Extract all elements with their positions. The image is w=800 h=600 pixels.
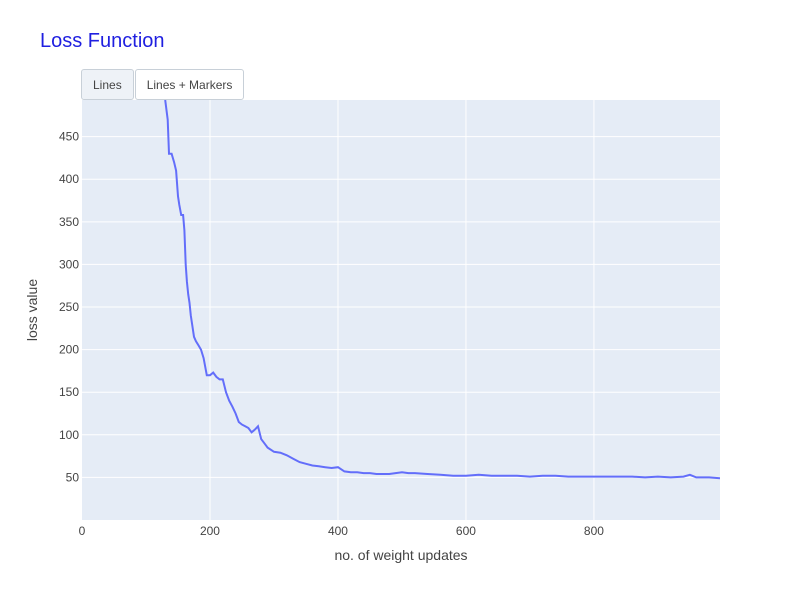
x-tick-label: 400 (328, 524, 348, 538)
x-tick-label: 800 (584, 524, 604, 538)
y-tick-label: 100 (59, 428, 79, 442)
x-axis: 0 200 400 600 800 (79, 524, 605, 538)
y-tick-label: 250 (59, 300, 79, 314)
y-tick-label: 400 (59, 172, 79, 186)
y-tick-label: 200 (59, 343, 79, 357)
x-tick-label: 200 (200, 524, 220, 538)
y-axis: 50 100 150 200 250 300 350 400 450 (59, 130, 79, 485)
x-axis-label: no. of weight updates (334, 547, 467, 563)
grid-lines (82, 100, 720, 520)
x-tick-label: 600 (456, 524, 476, 538)
lines-markers-button[interactable]: Lines + Markers (134, 69, 245, 100)
trace-mode-button-group: Lines Lines + Markers (81, 69, 245, 100)
y-tick-label: 300 (59, 257, 79, 271)
y-tick-label: 150 (59, 385, 79, 399)
y-axis-label: loss value (24, 279, 40, 341)
series-line-0 (164, 100, 720, 480)
lines-button[interactable]: Lines (81, 69, 134, 100)
y-tick-label: 50 (66, 470, 80, 484)
y-tick-label: 350 (59, 215, 79, 229)
plot-area (82, 100, 720, 520)
series-group (164, 100, 720, 480)
y-tick-label: 450 (59, 130, 79, 144)
x-tick-label: 0 (79, 524, 86, 538)
chart-title: Loss Function (40, 30, 165, 52)
